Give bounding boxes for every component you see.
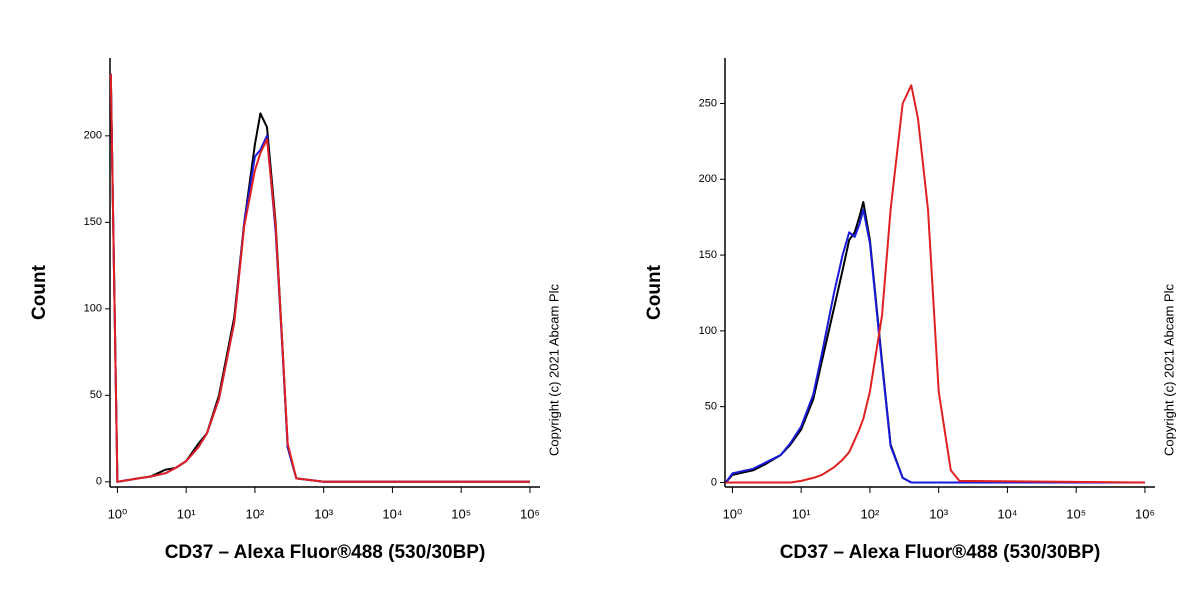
x-tick-label: 10⁶ xyxy=(520,506,540,521)
y-tick-label: 100 xyxy=(699,325,717,337)
y-axis-label: Count xyxy=(644,264,665,320)
histogram-line xyxy=(109,73,530,483)
x-tick-label: 10² xyxy=(861,506,880,521)
x-tick-label: 10⁴ xyxy=(997,506,1017,521)
y-tick-label: 50 xyxy=(90,389,102,401)
y-tick-label: 0 xyxy=(711,476,717,488)
y-tick-label: 50 xyxy=(705,401,717,413)
x-axis-label: CD37 – Alexa Fluor®488 (530/30BP) xyxy=(165,542,486,563)
y-tick-label: 100 xyxy=(84,303,102,315)
x-tick-label: 10⁰ xyxy=(723,506,743,521)
y-tick-label: 200 xyxy=(699,173,717,185)
x-tick-label: 10⁰ xyxy=(108,506,128,521)
y-axis-label: Count xyxy=(29,264,50,320)
histogram-line xyxy=(109,73,530,483)
y-tick-label: 150 xyxy=(699,249,717,261)
histogram-line xyxy=(724,208,1145,484)
x-tick-label: 10¹ xyxy=(792,506,811,521)
y-tick-label: 0 xyxy=(96,476,102,488)
histogram-line xyxy=(109,73,530,483)
y-tick-label: 150 xyxy=(84,216,102,228)
y-tick-label: 200 xyxy=(84,130,102,142)
x-axis-label: CD37 – Alexa Fluor®488 (530/30BP) xyxy=(780,542,1101,563)
x-tick-label: 10³ xyxy=(314,506,333,521)
copyright: Copyright (c) 2021 Abcam Plc xyxy=(1161,284,1176,456)
x-tick-label: 10¹ xyxy=(177,506,196,521)
y-tick-label: 250 xyxy=(699,97,717,109)
x-tick-label: 10⁵ xyxy=(451,506,471,521)
x-tick-label: 10² xyxy=(246,506,265,521)
x-tick-label: 10⁵ xyxy=(1066,506,1086,521)
x-tick-label: 10⁴ xyxy=(382,506,402,521)
x-tick-label: 10³ xyxy=(929,506,948,521)
histogram-line xyxy=(725,84,1146,484)
copyright: Copyright (c) 2021 Abcam Plc xyxy=(546,284,561,456)
x-tick-label: 10⁶ xyxy=(1135,506,1155,521)
